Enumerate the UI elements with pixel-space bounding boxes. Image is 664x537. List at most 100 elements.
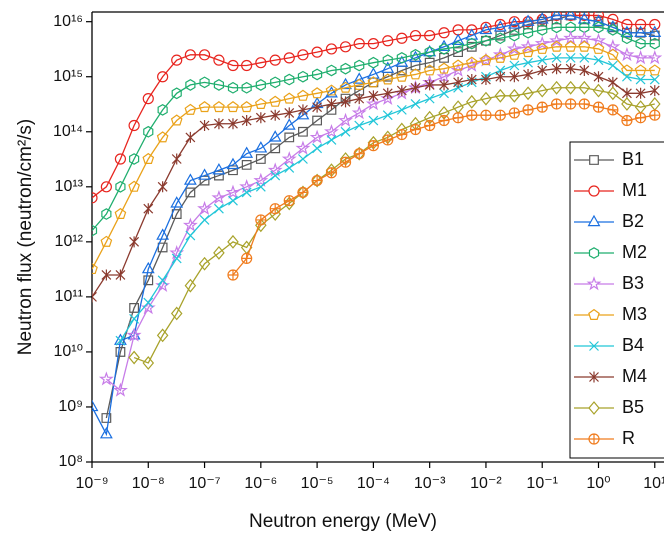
data-point <box>339 81 352 93</box>
data-point <box>100 181 112 193</box>
data-point <box>199 120 210 131</box>
data-point <box>649 85 660 97</box>
legend-marker <box>588 308 600 320</box>
data-point <box>509 29 520 42</box>
data-point <box>255 79 266 91</box>
data-point <box>607 60 618 71</box>
data-point <box>253 172 269 187</box>
data-point <box>607 86 619 101</box>
data-point <box>382 134 394 146</box>
data-point <box>550 12 564 20</box>
data-point <box>128 350 140 365</box>
data-point <box>268 130 282 142</box>
data-point <box>171 209 182 219</box>
data-point <box>114 207 127 220</box>
data-point <box>227 101 239 113</box>
data-point <box>241 160 252 170</box>
data-point <box>381 73 394 85</box>
data-point <box>283 195 295 207</box>
legend-label: M3 <box>622 304 647 324</box>
data-point <box>312 115 323 126</box>
data-point <box>621 32 633 45</box>
data-point <box>213 79 225 91</box>
data-point <box>647 50 663 65</box>
data-point <box>368 115 379 126</box>
data-point <box>197 200 213 216</box>
data-point <box>593 21 604 34</box>
data-point <box>522 86 534 101</box>
data-point <box>354 59 365 72</box>
data-point <box>339 156 352 168</box>
data-point <box>537 64 548 76</box>
data-point <box>255 181 266 192</box>
data-point <box>621 18 633 31</box>
data-point <box>126 327 142 342</box>
data-point <box>143 203 154 215</box>
data-point <box>536 101 548 113</box>
data-point <box>339 41 352 53</box>
data-point <box>367 76 380 88</box>
data-point <box>409 123 422 136</box>
data-point <box>199 76 210 89</box>
data-point <box>480 34 492 47</box>
data-point <box>549 32 565 48</box>
data-point <box>466 74 477 86</box>
data-point <box>506 41 522 56</box>
data-point <box>115 347 126 357</box>
x-tick-label: 10⁻² <box>470 475 502 492</box>
data-point <box>141 261 155 274</box>
data-point <box>648 64 661 76</box>
data-point <box>368 56 379 69</box>
data-point <box>522 45 534 58</box>
data-point <box>564 40 577 52</box>
data-point <box>424 46 435 59</box>
data-point <box>296 107 310 120</box>
y-tick-label: 10⁹ <box>58 398 83 415</box>
data-point <box>115 180 126 193</box>
data-point <box>381 61 395 73</box>
data-point <box>241 187 252 198</box>
data-point <box>254 141 268 153</box>
data-point <box>592 101 605 113</box>
data-point <box>129 236 140 248</box>
data-point <box>396 32 408 44</box>
data-point <box>284 107 295 119</box>
data-point <box>522 26 534 39</box>
data-point <box>607 13 619 25</box>
x-tick-label: 10⁻⁸ <box>132 475 165 492</box>
data-point <box>240 101 253 113</box>
data-point <box>353 78 366 90</box>
data-point <box>114 153 127 165</box>
data-point <box>453 47 463 58</box>
data-point <box>101 413 112 423</box>
data-point <box>312 143 323 154</box>
y-axis-title: Neutron flux (neutron/cm²/s) <box>15 119 36 356</box>
data-point <box>579 64 590 76</box>
data-point <box>466 41 477 52</box>
legend-marker <box>588 433 600 445</box>
data-point <box>508 88 521 103</box>
data-point <box>325 84 338 96</box>
data-point <box>311 46 323 58</box>
data-point <box>297 89 309 101</box>
data-point <box>311 175 323 187</box>
data-point <box>92 399 99 412</box>
x-axis-title: Neutron energy (MeV) <box>249 511 437 532</box>
data-point <box>622 87 632 99</box>
data-point <box>382 35 394 47</box>
data-point <box>635 74 646 85</box>
data-point <box>633 50 649 65</box>
data-point <box>495 32 506 45</box>
data-point <box>227 269 239 281</box>
data-point <box>115 269 126 281</box>
data-point <box>565 63 576 75</box>
data-point <box>593 55 604 66</box>
data-point <box>170 306 183 321</box>
data-point <box>438 62 450 74</box>
data-point <box>368 90 379 102</box>
data-point <box>621 64 633 76</box>
data-point <box>438 43 450 55</box>
data-point <box>284 132 295 143</box>
data-point <box>225 184 241 199</box>
data-point <box>578 40 591 52</box>
